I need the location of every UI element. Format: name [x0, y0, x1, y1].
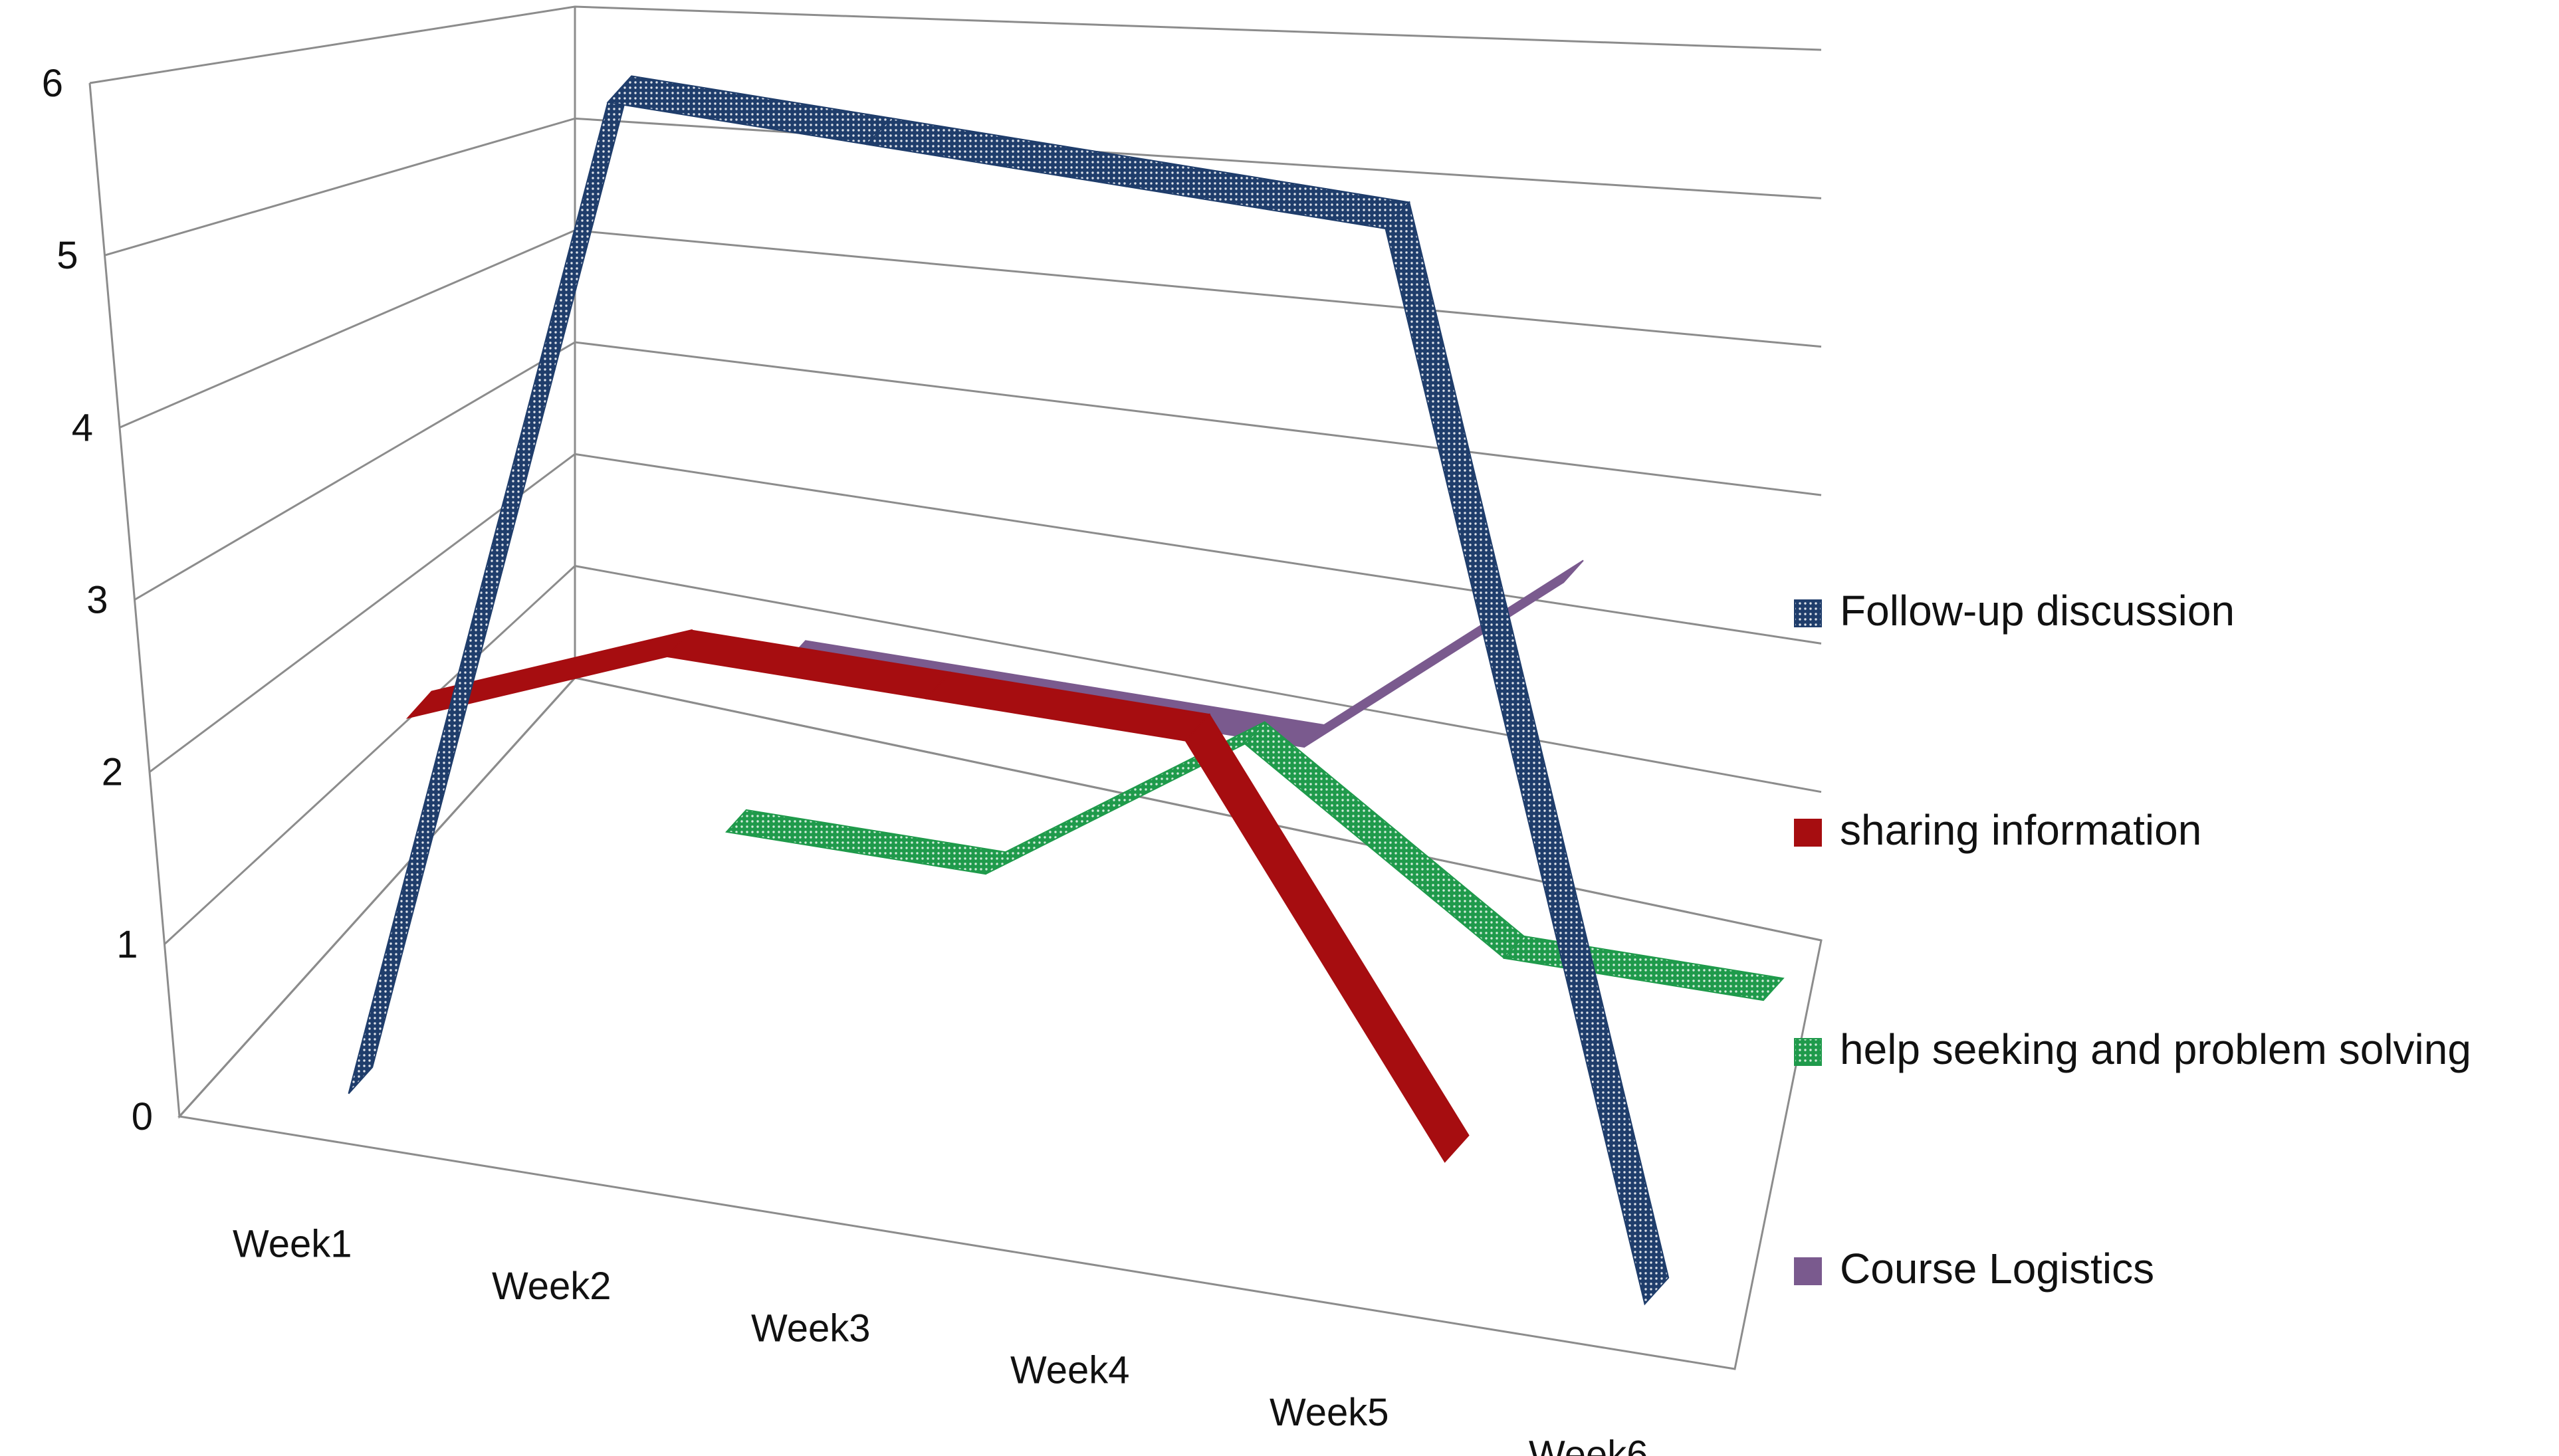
legend-swatch — [1794, 599, 1822, 627]
legend-swatch — [1794, 1257, 1822, 1285]
floor — [177, 676, 1823, 1370]
series-segment — [606, 75, 893, 146]
gridline — [119, 229, 1822, 429]
gridline — [104, 117, 1822, 257]
series-segment — [348, 75, 633, 1094]
y-tick-label: 5 — [56, 234, 78, 277]
series-segment — [1184, 713, 1470, 1163]
y-tick-label: 0 — [132, 1095, 153, 1138]
series-segment — [1385, 201, 1670, 1306]
legend-swatch — [1794, 819, 1822, 847]
x-axis-ticks: Week1 Week2 Week3 Week4 Week5 Week6 — [233, 1223, 1648, 1456]
y-tick-label: 6 — [42, 62, 63, 105]
x-tick-label: Week5 — [1270, 1391, 1389, 1434]
y-tick-label: 1 — [116, 923, 138, 966]
y-axis-ticks: 0 1 2 3 4 5 6 — [42, 62, 153, 1138]
x-tick-label: Week3 — [751, 1306, 870, 1350]
y-tick-label: 2 — [102, 751, 123, 794]
x-tick-label: Week1 — [233, 1223, 352, 1266]
gridline — [134, 341, 1822, 601]
series-segment — [1303, 560, 1584, 748]
gridline — [164, 565, 1822, 945]
gridline — [149, 453, 1822, 773]
series-ribbons — [348, 75, 1785, 1306]
legend-label: help seeking and problem solving — [1840, 1025, 2471, 1073]
legend-label: Course Logistics — [1840, 1245, 2154, 1293]
y-tick-label: 3 — [86, 579, 108, 622]
legend-label: sharing information — [1840, 806, 2201, 854]
series-segment — [1125, 159, 1411, 230]
legend-swatch — [1794, 1038, 1822, 1066]
x-tick-label: Week6 — [1529, 1433, 1648, 1456]
y-tick-label: 4 — [72, 406, 93, 449]
gridline — [89, 5, 1822, 84]
legend-label: Follow-up discussion — [1840, 587, 2235, 635]
x-tick-label: Week4 — [1010, 1349, 1129, 1392]
x-tick-label: Week2 — [492, 1265, 611, 1308]
legend: Follow-up discussion sharing information h… — [1794, 587, 2471, 1293]
series-segment — [1503, 935, 1785, 1001]
series-segment — [725, 809, 1007, 875]
